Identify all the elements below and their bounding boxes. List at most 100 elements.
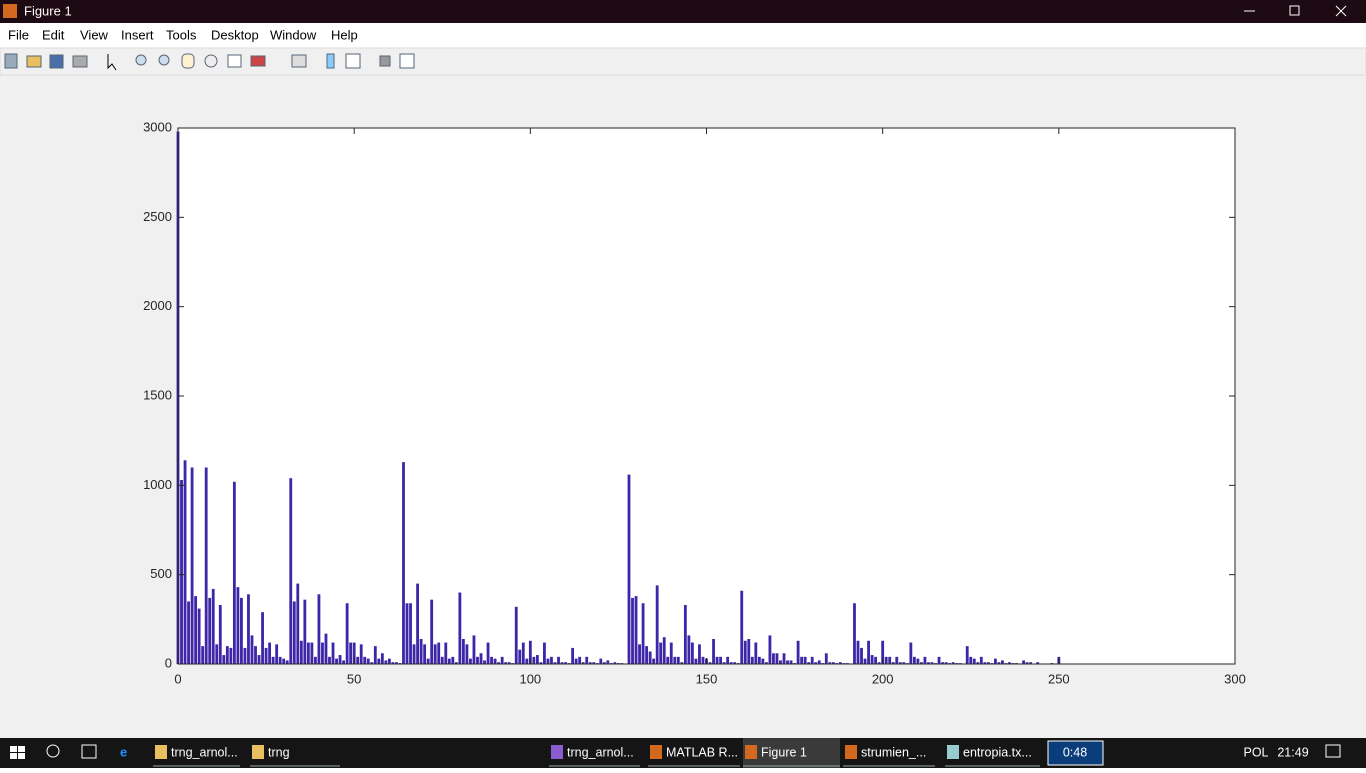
bar <box>663 637 666 664</box>
bar <box>335 659 338 664</box>
bar <box>698 644 701 664</box>
open-icon[interactable] <box>27 56 41 67</box>
bar <box>532 657 535 664</box>
bar <box>719 657 722 664</box>
bar <box>980 657 983 664</box>
x-tick-label: 0 <box>174 671 181 686</box>
bar <box>469 659 472 664</box>
bar <box>804 657 807 664</box>
bar <box>430 600 433 664</box>
bar <box>571 648 574 664</box>
zoom-out-icon[interactable] <box>159 55 169 65</box>
bar <box>339 655 342 664</box>
menu-item[interactable]: Window <box>270 27 317 42</box>
x-tick-label: 250 <box>1048 671 1070 686</box>
bar <box>522 643 525 664</box>
datacursor-icon[interactable] <box>228 55 241 67</box>
bar <box>744 641 747 664</box>
menu-item[interactable]: Help <box>331 27 358 42</box>
bar <box>293 601 296 664</box>
menu-item[interactable]: View <box>80 27 109 42</box>
bar <box>205 467 208 664</box>
bar <box>194 596 197 664</box>
bar <box>659 643 662 664</box>
hide-tools-icon[interactable] <box>380 56 390 66</box>
bar <box>628 475 631 664</box>
new-icon[interactable] <box>5 54 17 68</box>
bar <box>518 650 521 664</box>
colorbar-icon[interactable] <box>327 54 334 68</box>
bar <box>994 659 997 664</box>
bar <box>677 657 680 664</box>
bar <box>275 644 278 664</box>
bar <box>226 646 229 664</box>
bar <box>909 643 912 664</box>
bar <box>599 659 602 664</box>
bar <box>388 659 391 664</box>
bar <box>434 644 437 664</box>
bar <box>444 643 447 664</box>
bar <box>367 659 370 664</box>
bar <box>402 462 405 664</box>
bar <box>543 643 546 664</box>
taskbar-item[interactable]: entropia.tx... <box>963 745 1032 759</box>
zoom-in-icon[interactable] <box>136 55 146 65</box>
bar <box>279 657 282 664</box>
save-icon[interactable] <box>50 55 63 68</box>
bar <box>811 657 814 664</box>
bar <box>233 482 236 664</box>
bar <box>251 635 254 664</box>
y-tick-label: 2500 <box>143 209 172 224</box>
edge-icon[interactable]: e <box>120 744 127 759</box>
bar <box>191 467 194 664</box>
pan-icon[interactable] <box>182 54 194 68</box>
print-icon[interactable] <box>73 56 87 67</box>
menu-bar <box>0 23 1366 48</box>
clock[interactable]: 21:49 <box>1277 745 1308 759</box>
bar <box>772 653 775 664</box>
bar <box>747 639 750 664</box>
taskbar-item[interactable]: MATLAB R... <box>666 745 738 759</box>
menu-item[interactable]: File <box>8 27 29 42</box>
bar <box>769 635 772 664</box>
bar <box>656 585 659 664</box>
legend-icon[interactable] <box>346 54 360 68</box>
show-tools-icon[interactable] <box>400 54 414 68</box>
bar <box>966 646 969 664</box>
menu-item[interactable]: Insert <box>121 27 154 42</box>
bar <box>652 659 655 664</box>
bar <box>1001 660 1004 664</box>
menu-item[interactable]: Tools <box>166 27 197 42</box>
bar <box>867 641 870 664</box>
bar <box>758 657 761 664</box>
link-icon[interactable] <box>292 55 306 67</box>
bar <box>473 635 476 664</box>
bar <box>374 646 377 664</box>
bar <box>349 643 352 664</box>
taskbar-item[interactable]: strumien_... <box>861 745 926 759</box>
bar <box>494 659 497 664</box>
item-icon <box>252 745 264 759</box>
bar <box>938 657 941 664</box>
x-tick-label: 300 <box>1224 671 1246 686</box>
y-tick-label: 2000 <box>143 298 172 313</box>
language[interactable]: POL <box>1243 745 1268 759</box>
item-icon <box>745 745 757 759</box>
taskbar-item[interactable]: trng <box>268 745 290 759</box>
bar <box>800 657 803 664</box>
x-tick-label: 100 <box>519 671 541 686</box>
rotate-icon[interactable] <box>205 55 217 67</box>
brush-icon[interactable] <box>251 56 265 66</box>
bar <box>642 603 645 664</box>
bar <box>783 653 786 664</box>
bar <box>874 657 877 664</box>
bar <box>638 644 641 664</box>
taskbar-item[interactable]: Figure 1 <box>761 745 807 759</box>
bar <box>427 659 430 664</box>
taskbar-item[interactable]: trng_arnol... <box>171 745 238 759</box>
taskbar-item[interactable]: trng_arnol... <box>567 745 634 759</box>
bar <box>779 660 782 664</box>
bar <box>254 646 257 664</box>
menu-item[interactable]: Edit <box>42 27 65 42</box>
menu-item[interactable]: Desktop <box>211 27 259 42</box>
